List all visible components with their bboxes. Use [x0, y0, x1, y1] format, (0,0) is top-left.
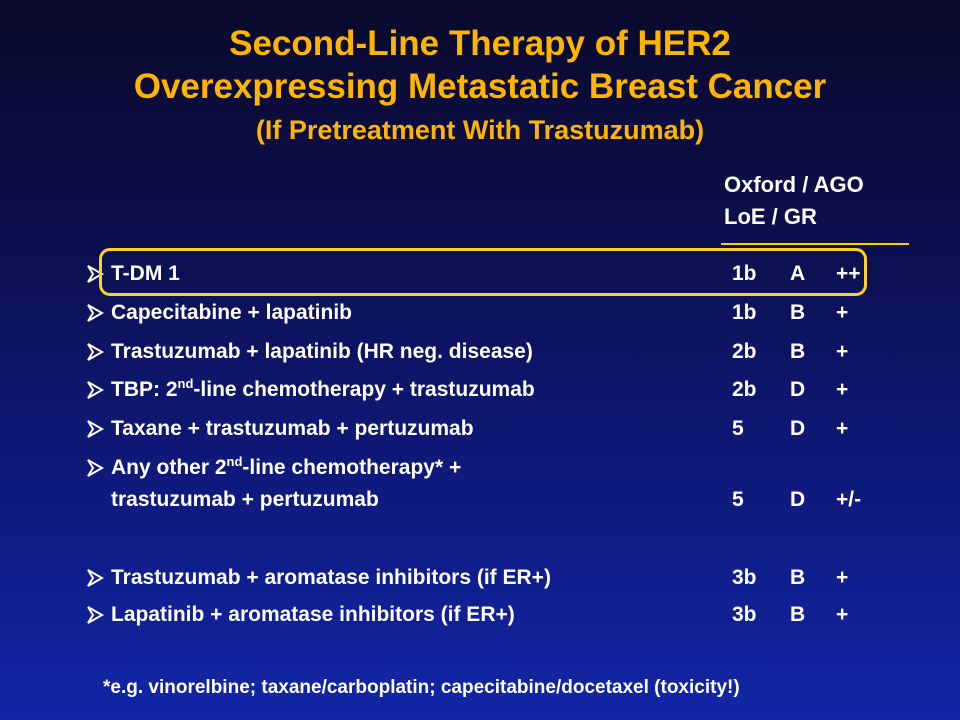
arrowhead-bullet-icon [87, 343, 104, 361]
arrowhead-bullet-icon [87, 304, 104, 322]
ago-grade-value: D [790, 417, 806, 440]
arrowhead-bullet-icon [87, 569, 104, 587]
recommendation-value: +/- [836, 488, 862, 511]
recommendation-value: + [836, 301, 849, 324]
therapy-name: Trastuzumab + aromatase inhibitors (if E… [111, 566, 551, 589]
loe-value: 5 [732, 417, 744, 440]
ago-grade-value: B [790, 566, 806, 589]
loe-value: 2b [732, 340, 757, 363]
ago-grade-value: B [790, 301, 806, 324]
therapy-name-continuation: trastuzumab + pertuzumab [111, 488, 379, 511]
t-dm1-highlight-box [99, 248, 867, 296]
recommendation-value: ++ [836, 262, 861, 285]
loe-value: 2b [732, 378, 757, 401]
therapy-name: Trastuzumab + lapatinib (HR neg. disease… [111, 340, 533, 363]
loe-value: 1b [732, 262, 757, 285]
ago-grade-value: B [790, 603, 806, 626]
therapy-name: Taxane + trastuzumab + pertuzumab [111, 417, 474, 440]
loe-value: 1b [732, 301, 757, 324]
arrowhead-bullet-icon [87, 381, 104, 399]
therapy-name: Any other 2nd-line chemotherapy* + [111, 454, 462, 479]
arrowhead-bullet-icon [87, 420, 104, 438]
loe-value: 3b [732, 566, 757, 589]
arrowhead-bullet-icon [87, 459, 104, 477]
arrowhead-bullet-icon [87, 606, 104, 624]
therapy-name: TBP: 2nd-line chemotherapy + trastuzumab [111, 376, 535, 401]
ago-grade-value: D [790, 378, 806, 401]
header-underline [721, 243, 909, 245]
column-header-oxford-ago: Oxford / AGO [724, 172, 864, 197]
arrowhead-bullet-icon [87, 265, 104, 283]
slide-title-line-2: Overexpressing Metastatic Breast Cancer [133, 67, 827, 106]
therapy-name: Lapatinib + aromatase inhibitors (if ER+… [111, 603, 515, 626]
recommendation-value: + [836, 340, 849, 363]
footnote: *e.g. vinorelbine; taxane/carboplatin; c… [103, 677, 740, 698]
recommendation-value: + [836, 378, 849, 401]
recommendation-value: + [836, 603, 849, 626]
recommendation-value: + [836, 566, 849, 589]
slide-title-line-1: Second-Line Therapy of HER2 [229, 24, 731, 63]
ago-grade-value: B [790, 340, 806, 363]
column-header-loe-gr: LoE / GR [724, 204, 817, 229]
ago-grade-value: D [790, 488, 806, 511]
recommendation-value: + [836, 417, 849, 440]
therapy-name: Capecitabine + lapatinib [111, 301, 352, 324]
therapy-name: T-DM 1 [111, 262, 180, 285]
slide-subtitle: (If Pretreatment With Trastuzumab) [255, 115, 705, 145]
ago-grade-value: A [790, 262, 806, 285]
loe-value: 3b [732, 603, 757, 626]
loe-value: 5 [732, 488, 744, 511]
